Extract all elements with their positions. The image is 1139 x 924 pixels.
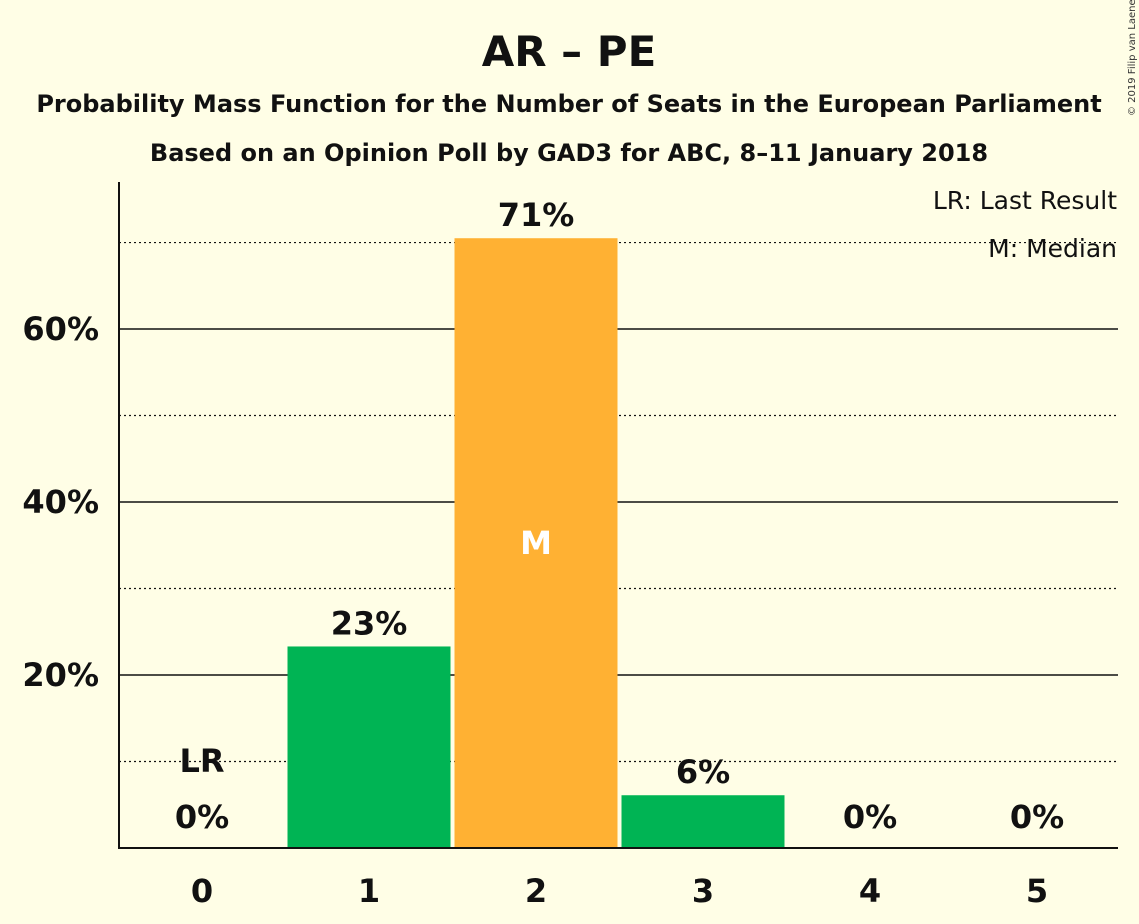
data-label: 23%	[331, 604, 408, 642]
bar-3	[621, 795, 785, 848]
legend-last-result: LR: Last Result	[933, 186, 1117, 215]
x-tick-label: 3	[692, 872, 714, 910]
y-tick-label: 40%	[22, 483, 99, 521]
data-label: 0%	[1010, 798, 1064, 836]
data-labels: 0% 23% 71% 6% 0% 0%	[175, 196, 1064, 836]
x-tick-label: 1	[358, 872, 380, 910]
gridlines	[119, 241, 1118, 763]
chart-subtitle-line-2: Based on an Opinion Poll by GAD3 for ABC…	[150, 139, 988, 167]
median-marker: M	[520, 524, 552, 562]
data-label: 71%	[498, 196, 575, 234]
axes	[118, 182, 1118, 849]
copyright-notice: © 2019 Filip van Laenen	[1127, 0, 1138, 116]
y-tick-label: 20%	[22, 656, 99, 694]
bar-2	[454, 238, 618, 849]
x-tick-labels: 0 1 2 3 4 5	[191, 872, 1048, 910]
bar-1	[287, 646, 451, 848]
chart-title: AR – PE	[482, 27, 657, 76]
chart-subtitle-line-1: Probability Mass Function for the Number…	[36, 90, 1101, 118]
x-tick-label: 4	[859, 872, 881, 910]
y-tick-label: 60%	[22, 310, 99, 348]
last-result-marker: LR	[179, 742, 224, 780]
data-label: 0%	[175, 798, 229, 836]
markers: LR M	[179, 524, 551, 780]
legend-median: M: Median	[988, 234, 1117, 263]
data-label: 6%	[676, 753, 730, 791]
x-tick-label: 5	[1026, 872, 1048, 910]
data-label: 0%	[843, 798, 897, 836]
y-tick-labels: 20% 40% 60%	[22, 310, 99, 694]
x-tick-label: 2	[525, 872, 547, 910]
bars	[287, 238, 785, 849]
x-tick-label: 0	[191, 872, 213, 910]
